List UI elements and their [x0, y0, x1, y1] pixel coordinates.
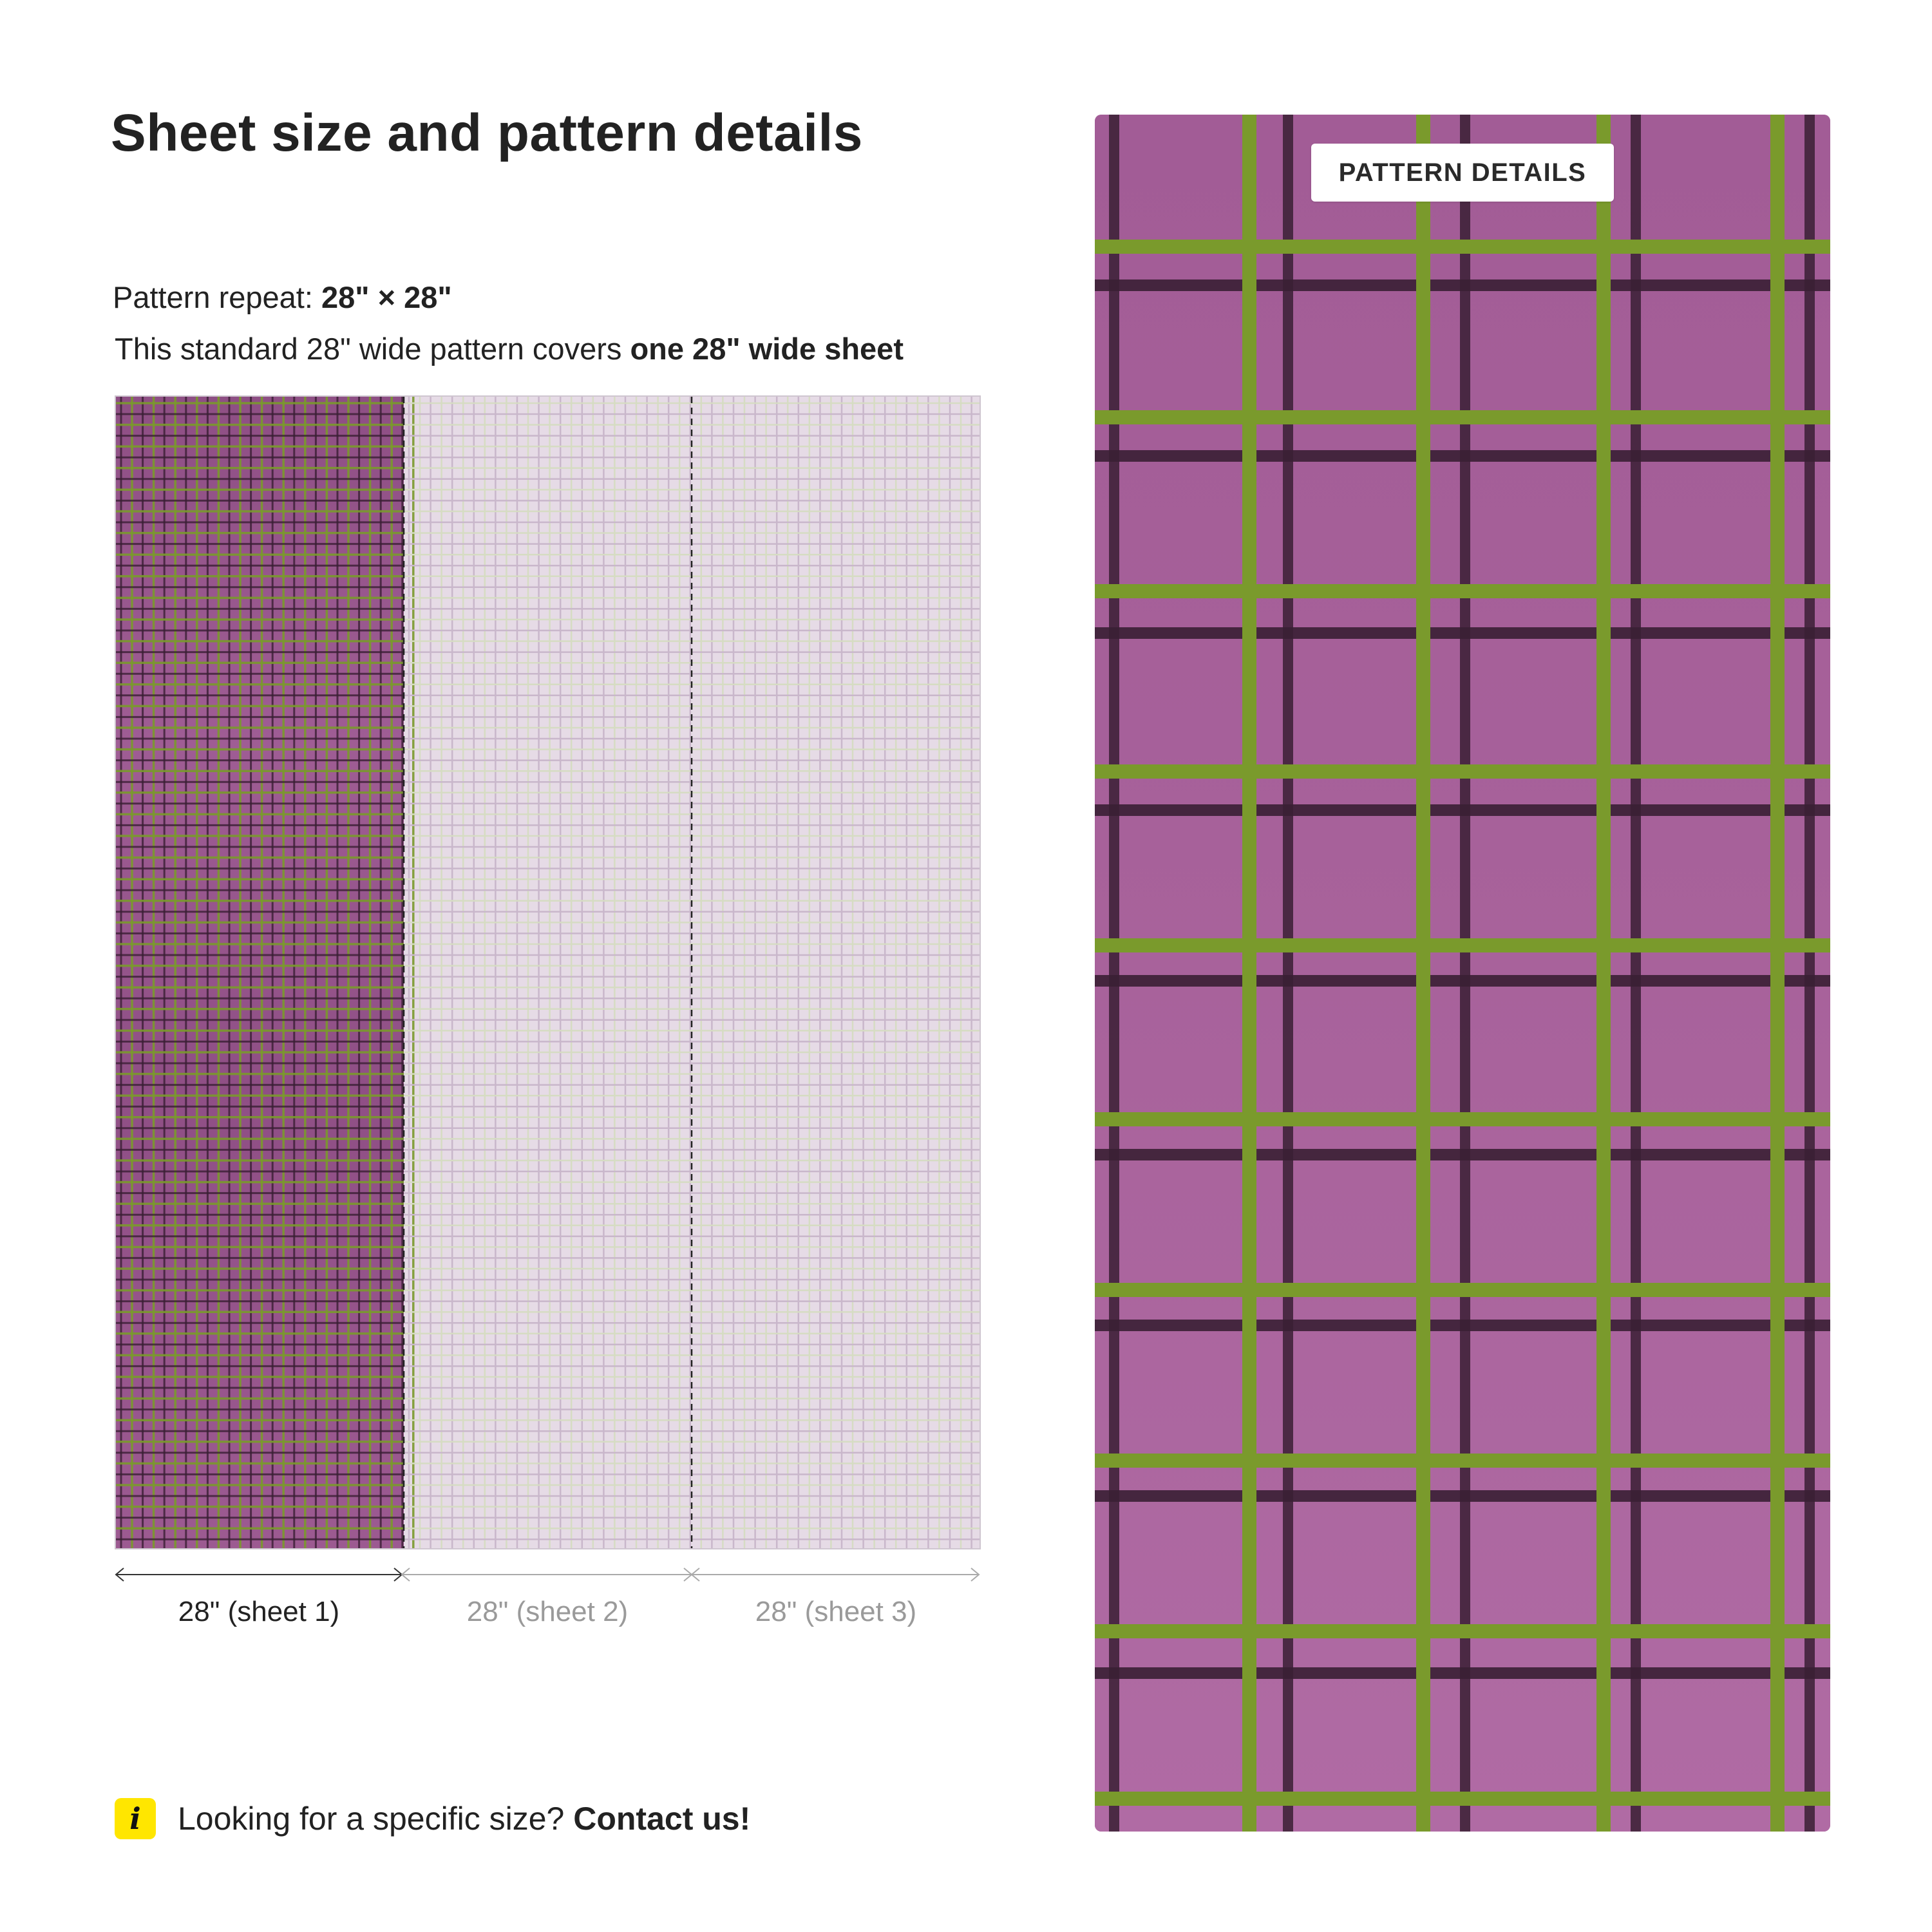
width-ruler: [115, 1567, 980, 1582]
sheet-3-label: 28" (sheet 3): [755, 1596, 917, 1627]
pattern-detail-image: [1095, 115, 1830, 1832]
coverage-text: This standard 28" wide pattern covers: [115, 332, 622, 366]
pattern-detail-graphic: [1095, 115, 1830, 1832]
ruler-sheet-2: [401, 1567, 693, 1582]
sheet-2-label: 28" (sheet 2): [466, 1596, 629, 1627]
info-icon: i: [115, 1798, 156, 1839]
sheet-1-fill: [116, 397, 404, 1548]
page-title: Sheet size and pattern details: [111, 104, 863, 162]
contact-text: Looking for a specific size? Contact us!: [178, 1800, 750, 1837]
pattern-repeat-label: Pattern repeat:: [113, 280, 313, 314]
coverage-emphasis: one 28" wide sheet: [630, 332, 904, 366]
contact-question: Looking for a specific size?: [178, 1801, 565, 1837]
sheet-1-label: 28" (sheet 1): [178, 1596, 340, 1627]
sheet-preview-graphic: [116, 397, 980, 1548]
pattern-repeat-value: 28" × 28": [321, 280, 452, 314]
contact-link[interactable]: Contact us!: [573, 1801, 751, 1837]
detail-green-stripes: [1095, 115, 1830, 1832]
ruler-sheet-1: [115, 1567, 403, 1582]
coverage-line: This standard 28" wide pattern covers on…: [115, 331, 904, 366]
sheet-1-grid: [116, 397, 415, 1548]
sheet-preview: [115, 395, 981, 1549]
pattern-repeat: Pattern repeat: 28" × 28": [113, 279, 452, 315]
detail-dark-stripes: [1095, 115, 1830, 1832]
ruler-sheet-3: [690, 1567, 980, 1582]
pattern-details-badge: PATTERN DETAILS: [1311, 144, 1614, 202]
contact-row: i Looking for a specific size? Contact u…: [115, 1798, 750, 1839]
